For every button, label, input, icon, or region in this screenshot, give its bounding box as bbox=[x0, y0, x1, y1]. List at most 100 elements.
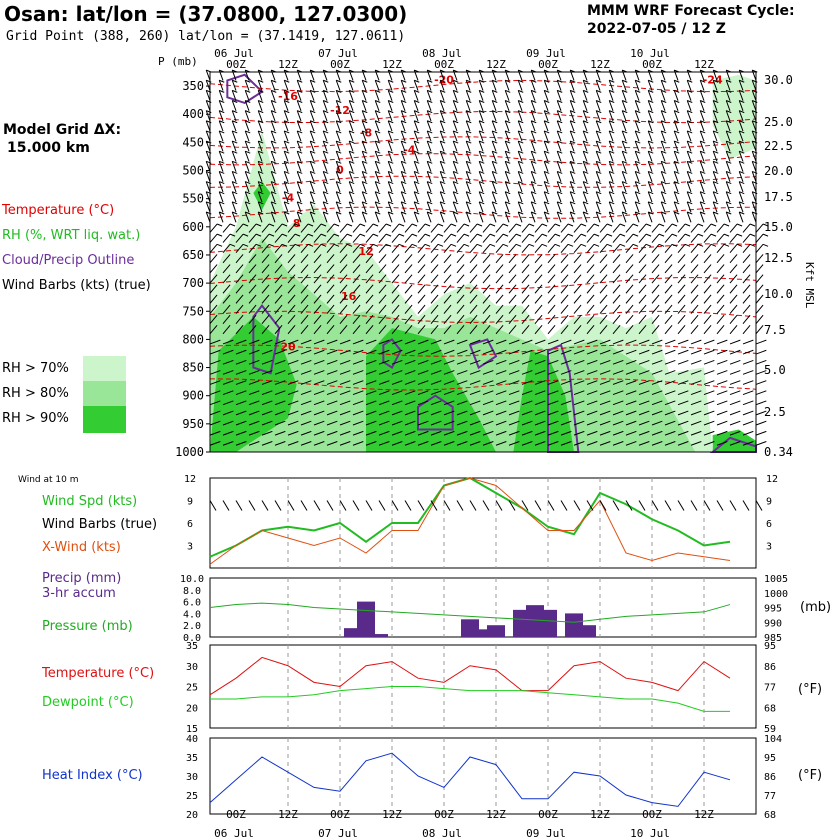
wind-series-1 bbox=[209, 477, 731, 565]
wind-barb bbox=[335, 181, 341, 193]
wind-barb-flag bbox=[385, 243, 392, 247]
wind-barb bbox=[261, 380, 273, 385]
wind-barb bbox=[287, 349, 299, 355]
wind-barb bbox=[456, 233, 465, 243]
wind-barb bbox=[547, 294, 556, 304]
wind-barb bbox=[543, 191, 549, 203]
wind-barb bbox=[465, 151, 471, 162]
wind-barb bbox=[595, 171, 601, 182]
wind-barb bbox=[452, 80, 458, 91]
wind-barb-flag bbox=[388, 130, 394, 134]
wind-barb-flag bbox=[645, 243, 652, 247]
wind-barb-flag bbox=[219, 201, 225, 205]
wind-barb bbox=[712, 191, 718, 203]
wind-barb bbox=[365, 380, 377, 385]
wind-barb-flag bbox=[570, 181, 576, 185]
wind-barb-flag bbox=[401, 89, 407, 93]
wind-barb-flag bbox=[700, 120, 706, 124]
wind-barb bbox=[664, 304, 673, 314]
wind-barb bbox=[482, 349, 494, 355]
wind-barb bbox=[235, 410, 247, 416]
wind-barb-flag bbox=[466, 201, 472, 205]
wind-barb bbox=[495, 274, 504, 284]
wind-barb bbox=[222, 325, 231, 335]
wind-barb bbox=[322, 161, 328, 172]
wind-barb-flag bbox=[570, 89, 576, 93]
wind-barb bbox=[738, 191, 744, 203]
wind-barb bbox=[400, 191, 406, 203]
wind-barb bbox=[244, 151, 250, 162]
wind-barb bbox=[235, 304, 244, 314]
wind-barb bbox=[651, 420, 663, 426]
wind-barb bbox=[391, 304, 400, 314]
wind-barb bbox=[686, 201, 692, 213]
wind-barb bbox=[521, 233, 530, 243]
wind-barb-flag bbox=[401, 170, 407, 174]
wind-barb bbox=[374, 140, 380, 152]
wind-barb bbox=[729, 400, 741, 406]
wind-barb bbox=[326, 370, 338, 375]
sfc-wind-barb bbox=[703, 500, 711, 511]
wind-barb bbox=[374, 191, 380, 203]
wind-barb bbox=[625, 359, 637, 365]
wind-barb-flag bbox=[518, 181, 524, 185]
wind-barb bbox=[677, 390, 689, 396]
wind-barb bbox=[235, 380, 247, 385]
wind-barb-flag bbox=[414, 211, 420, 215]
wind-barb bbox=[599, 420, 611, 426]
wind-barb bbox=[391, 314, 400, 324]
wind-barb bbox=[326, 264, 335, 274]
wind-barb bbox=[339, 370, 351, 375]
wind-barb-flag bbox=[414, 140, 420, 144]
wind-barb bbox=[599, 430, 611, 436]
wind-barb bbox=[430, 359, 442, 365]
wind-barb-flag bbox=[557, 181, 563, 185]
pressure-tick-label: 900 bbox=[182, 389, 204, 403]
wind-barb bbox=[313, 274, 322, 284]
wind-barb bbox=[569, 181, 575, 193]
wind-barb bbox=[690, 294, 699, 304]
wind-barb bbox=[352, 325, 361, 335]
wind-barb-flag bbox=[648, 130, 654, 134]
wind-barb-flag bbox=[762, 243, 769, 247]
wind-barb-flag bbox=[713, 100, 719, 103]
wind-barb bbox=[391, 400, 403, 406]
sfc-wind-barb bbox=[378, 500, 386, 511]
wind-barb bbox=[391, 325, 400, 335]
wind-barb bbox=[309, 140, 315, 152]
wind-barb bbox=[738, 161, 744, 172]
wind-barb-flag bbox=[453, 140, 459, 144]
wind-barb bbox=[530, 161, 536, 172]
wind-barb bbox=[625, 370, 637, 375]
wind-barb-flag bbox=[245, 170, 251, 174]
wind-barb-flag bbox=[661, 100, 667, 103]
wind-barb bbox=[703, 294, 712, 304]
wind-barb bbox=[482, 339, 494, 345]
wind-barb bbox=[352, 390, 364, 396]
wind-barb bbox=[556, 161, 562, 172]
wind-barb bbox=[742, 274, 751, 284]
wind-barb bbox=[504, 140, 510, 152]
wind-barb-flag bbox=[284, 140, 290, 144]
wind-barb-flag bbox=[697, 233, 704, 237]
wind-barb bbox=[296, 140, 302, 152]
temperature-contour-label: 16 bbox=[341, 290, 357, 303]
wind-barb-flag bbox=[661, 170, 667, 174]
wind-barb-flag bbox=[336, 160, 342, 164]
wind-barb-flag bbox=[723, 243, 730, 247]
wind-barb bbox=[725, 120, 731, 132]
temp-tick-left: 20 bbox=[186, 703, 198, 714]
wind-barb bbox=[326, 314, 335, 324]
wind-barb bbox=[742, 349, 754, 355]
wind-barb bbox=[534, 233, 543, 243]
precip-bar bbox=[344, 628, 362, 637]
wind-barb bbox=[534, 430, 546, 436]
wind-barb-flag bbox=[674, 160, 680, 164]
wind-barb-flag bbox=[739, 140, 745, 144]
wind-barb bbox=[595, 211, 601, 223]
wind-barb-flag bbox=[492, 181, 498, 185]
wind-barb bbox=[547, 410, 559, 416]
wind-barb bbox=[755, 359, 767, 365]
wind-barb bbox=[326, 441, 338, 446]
wind-barb bbox=[404, 223, 413, 233]
